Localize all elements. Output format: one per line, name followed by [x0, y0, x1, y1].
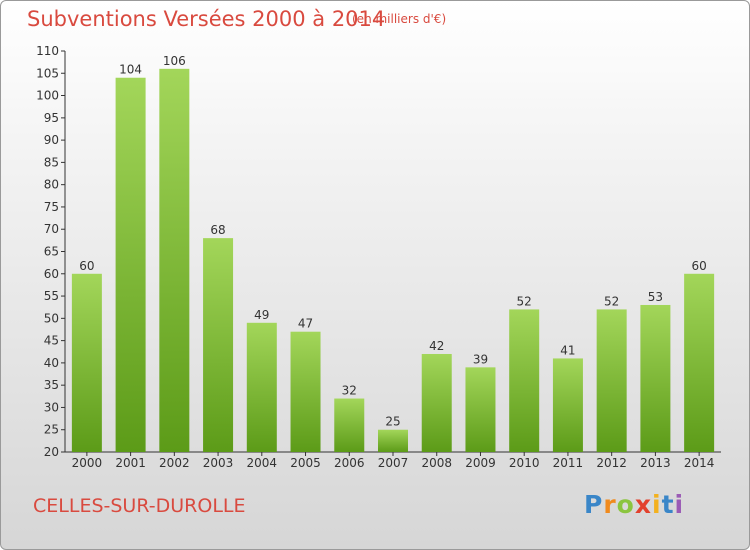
- y-tick-label: 35: [44, 378, 59, 392]
- x-tick-label: 2006: [334, 456, 365, 470]
- bar-value-label: 32: [342, 384, 357, 398]
- bar-value-label: 53: [648, 290, 663, 304]
- bar-value-label: 41: [560, 343, 575, 357]
- x-tick-label: 2008: [421, 456, 452, 470]
- chart-title: Subventions Versées 2000 à 2014: [27, 7, 386, 31]
- y-tick-label: 90: [44, 133, 59, 147]
- bar: [203, 238, 234, 452]
- bar-value-label: 60: [79, 259, 94, 273]
- bar: [115, 77, 146, 452]
- bar: [378, 429, 408, 452]
- y-tick-label: 30: [44, 400, 59, 414]
- y-tick-label: 65: [44, 245, 59, 259]
- x-tick-label: 2004: [247, 456, 278, 470]
- bar: [509, 309, 540, 452]
- x-tick-label: 2011: [553, 456, 584, 470]
- y-tick-label: 20: [44, 445, 59, 459]
- y-tick-label: 105: [36, 66, 59, 80]
- bar: [290, 331, 321, 452]
- x-tick-label: 2012: [596, 456, 627, 470]
- bar: [640, 304, 671, 452]
- bar-value-label: 25: [385, 415, 400, 429]
- bar: [334, 398, 365, 452]
- x-tick-label: 2003: [203, 456, 234, 470]
- x-tick-label: 2010: [509, 456, 540, 470]
- x-tick-label: 2001: [115, 456, 146, 470]
- bar: [159, 68, 190, 453]
- bar: [421, 353, 452, 452]
- x-tick-label: 2014: [684, 456, 715, 470]
- y-tick-label: 25: [44, 423, 59, 437]
- bar-value-label: 52: [604, 294, 619, 308]
- y-tick-label: 70: [44, 222, 59, 236]
- x-tick-label: 2000: [72, 456, 103, 470]
- bar: [71, 273, 102, 452]
- bar-value-label: 106: [163, 54, 186, 68]
- y-tick-label: 75: [44, 200, 59, 214]
- x-tick-label: 2009: [465, 456, 496, 470]
- y-axis: 20 25 30 35 40 45 50 55 60 65 70 75 80 85 90 95 100 105 11…: [36, 44, 66, 459]
- y-tick-label: 45: [44, 334, 59, 348]
- x-tick-label: 2007: [378, 456, 409, 470]
- bar: [246, 322, 277, 452]
- bar-value-label: 60: [691, 259, 706, 273]
- y-tick-label: 80: [44, 178, 59, 192]
- y-tick-label: 50: [44, 311, 59, 325]
- x-axis: 2000 2001 2002 2003 2004 2005 2006 2007 2008 2009…: [65, 451, 721, 470]
- bar: [596, 309, 627, 452]
- bar-value-label: 68: [210, 223, 225, 237]
- bar: [552, 358, 583, 452]
- bar-value-label: 39: [473, 352, 488, 366]
- bar-value-label: 104: [119, 63, 142, 77]
- x-tick-label: 2005: [290, 456, 321, 470]
- y-tick-label: 100: [36, 89, 59, 103]
- town-name: CELLES-SUR-DUROLLE: [33, 495, 246, 517]
- y-tick-label: 110: [36, 44, 59, 58]
- value-labels-group: 60 104 106 68 49 47 32 25 42 39 52 41 52 53 60: [79, 54, 707, 429]
- proxiti-logo[interactable]: Proxiti: [584, 490, 685, 519]
- bar-value-label: 49: [254, 308, 269, 322]
- bar-value-label: 47: [298, 317, 313, 331]
- y-tick-label: 55: [44, 289, 59, 303]
- y-tick-label: 40: [44, 356, 59, 370]
- x-tick-label: 2002: [159, 456, 190, 470]
- bar: [684, 273, 715, 452]
- y-tick-label: 60: [44, 267, 59, 281]
- y-tick-label: 95: [44, 111, 59, 125]
- bar-value-label: 42: [429, 339, 444, 353]
- bars-group: [71, 68, 715, 453]
- bar: [465, 367, 496, 452]
- x-tick-label: 2013: [640, 456, 671, 470]
- bar-value-label: 52: [517, 294, 532, 308]
- y-tick-label: 85: [44, 155, 59, 169]
- chart-subtitle: (en milliers d'€): [352, 12, 447, 26]
